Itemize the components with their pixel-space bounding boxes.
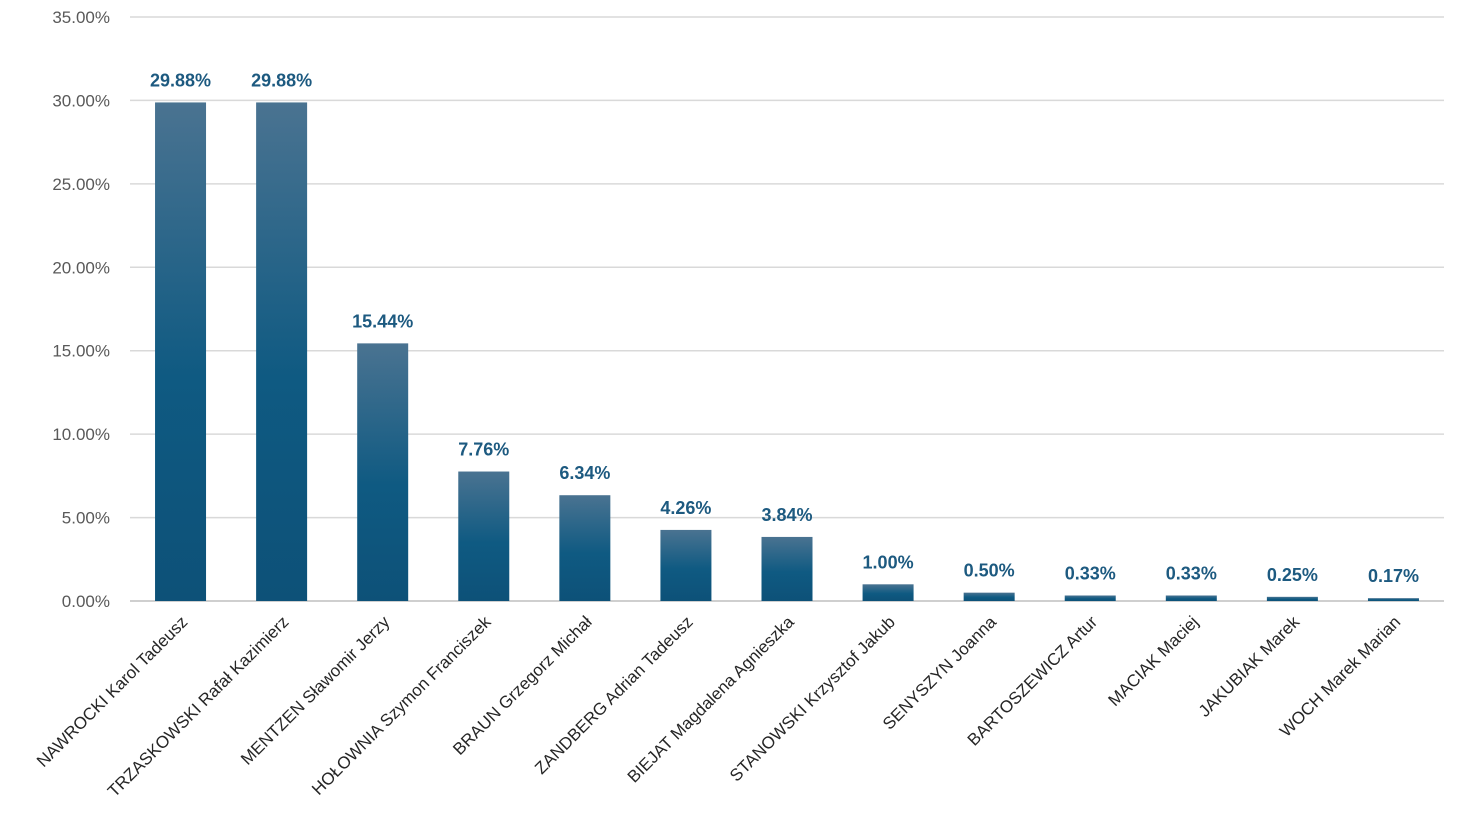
y-tick-label: 10.00% [52,425,110,444]
bar [357,343,409,601]
data-label: 0.17% [1368,566,1419,586]
data-label: 3.84% [761,505,812,525]
bar [1266,596,1318,601]
bar [458,471,510,601]
bar [155,102,207,602]
y-tick-label: 20.00% [52,258,110,277]
gridlines [130,16,1444,602]
data-label: 6.34% [559,463,610,483]
data-label: 0.25% [1267,565,1318,585]
y-tick-label: 0.00% [62,592,110,611]
data-label: 1.00% [863,552,914,572]
x-tick-label: STANOWSKI Krzysztof Jakub [726,612,899,785]
data-label: 0.33% [1166,563,1217,583]
data-label: 4.26% [660,498,711,518]
bar [1064,595,1116,601]
x-tick-label: HOŁOWNIA Szymon Franciszek [308,612,495,799]
data-label: 29.88% [150,70,211,90]
y-tick-label: 15.00% [52,342,110,361]
data-label: 7.76% [458,440,509,460]
x-tick-label: SENYSZYN Joanna [879,612,1000,733]
bar [256,102,308,602]
bar [1165,595,1217,601]
y-tick-label: 35.00% [52,8,110,27]
data-labels: 29.88% 29.88% 15.44% 7.76% 6.34% 4.26% 3.84% 1.… [150,70,1419,586]
y-tick-label: 30.00% [52,91,110,110]
bar [660,529,712,601]
data-label: 0.33% [1065,563,1116,583]
data-label: 29.88% [251,70,312,90]
data-label: 15.44% [352,311,413,331]
x-tick-label: MACIAK Maciej [1105,612,1203,710]
bar [1367,598,1419,601]
bar [862,584,914,601]
y-tick-label: 25.00% [52,175,110,194]
data-label: 0.50% [964,561,1015,581]
bar [963,592,1015,601]
x-tick-label: JAKUBIAK Marek [1195,612,1304,721]
y-axis-tick-labels: 0.00% 5.00% 10.00% 15.00% 20.00% 25.00% 30.00%… [52,8,110,611]
x-tick-label: BIEJAT Magdalena Agnieszka [624,612,798,786]
y-tick-label: 5.00% [62,509,110,528]
bar [761,536,813,601]
x-tick-label: TRZASKOWSKI Rafał Kazimierz [104,612,292,800]
bars [155,102,1419,602]
bar [559,495,611,601]
